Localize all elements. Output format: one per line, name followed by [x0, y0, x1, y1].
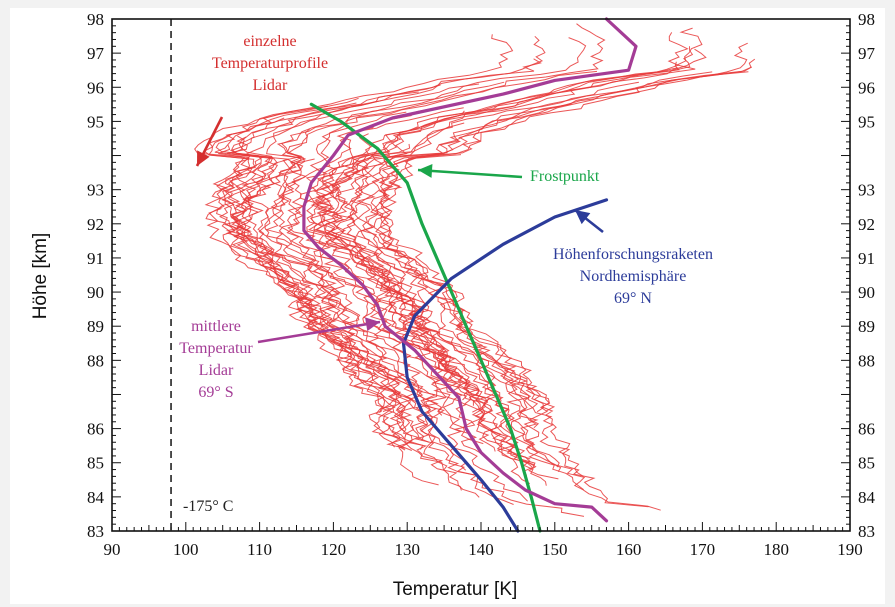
x-tick-label: 180	[763, 540, 789, 559]
y-tick-label-left: 90	[87, 283, 104, 302]
annotation-reference-temp: -175° C	[183, 498, 233, 515]
x-tick-label: 120	[321, 540, 347, 559]
rockets-arrow-head	[575, 210, 591, 225]
x-tick-label: 90	[104, 540, 121, 559]
y-tick-label-left: 83	[87, 522, 104, 541]
single-profile-line	[325, 67, 678, 466]
single-profile-line	[374, 66, 753, 477]
series-group	[170, 17, 638, 533]
single-profile-line	[307, 171, 486, 406]
annotation-profiles-line3: Lidar	[253, 77, 288, 94]
x-tick-label: 130	[394, 540, 420, 559]
y-tick-label-right: 89	[858, 317, 875, 336]
x-tick-label: 170	[690, 540, 716, 559]
single-profile-line	[355, 71, 713, 491]
single-profile-line	[329, 46, 694, 403]
frostpunkt-arrow-head	[418, 163, 433, 178]
single-profile-line	[246, 23, 606, 455]
single-profile-line	[233, 35, 546, 471]
y-tick-label-right: 83	[858, 522, 875, 541]
single-profile-line	[314, 32, 689, 480]
y-tick-label-right: 88	[858, 351, 875, 370]
single-profile-line	[280, 158, 468, 471]
series-line-rockets	[401, 198, 609, 533]
annotation-mean-line1: mittlere	[191, 318, 241, 335]
annotation-mean-line3: Lidar	[199, 362, 234, 379]
y-tick-label-left: 97	[87, 44, 105, 63]
y-tick-label-right: 84	[858, 488, 876, 507]
y-tick-label-right: 97	[858, 44, 876, 63]
annotation-frostpunkt: Frostpunkt	[530, 168, 600, 185]
y-tick-label-left: 86	[87, 420, 104, 439]
annotation-profiles-line2: Temperaturprofile	[212, 55, 328, 72]
y-tick-label-right: 85	[858, 454, 875, 473]
y-tick-label-left: 89	[87, 317, 104, 336]
frostpunkt-arrow-shaft	[417, 168, 523, 179]
y-tick-label-right: 93	[858, 181, 875, 200]
y-tick-label-right: 86	[858, 420, 875, 439]
single-profile-line	[222, 162, 424, 450]
mean-arrow-head	[365, 317, 380, 332]
y-axis-title: Höhe [km]	[30, 233, 51, 320]
single-profiles-group	[194, 23, 756, 517]
y-tick-label-left: 85	[87, 454, 104, 473]
single-profile-line	[226, 136, 480, 498]
annotation-rockets-line2: Nordhemisphäre	[580, 268, 687, 285]
series-line-frostpunkt	[309, 102, 542, 533]
y-tick-label-left: 98	[87, 10, 104, 29]
annotation-mean-line4: 69° S	[198, 384, 233, 401]
single-profile-line	[373, 71, 749, 413]
y-tick-label-left: 92	[87, 215, 104, 234]
single-profile-line	[330, 153, 483, 413]
profiles-arrow-head	[197, 150, 210, 166]
single-profile-line	[265, 81, 585, 517]
annotation-mean-line2: Temperatur	[179, 340, 253, 357]
x-tick-label: 190	[837, 540, 863, 559]
y-tick-label-right: 96	[858, 78, 875, 97]
y-tick-label-right: 90	[858, 283, 875, 302]
x-tick-label: 150	[542, 540, 568, 559]
annotation-profiles-line1: einzelne	[243, 33, 296, 50]
x-tick-label: 160	[616, 540, 642, 559]
y-tick-label-left: 91	[87, 249, 104, 268]
x-tick-label: 110	[247, 540, 272, 559]
y-tick-label-right: 95	[858, 112, 875, 131]
y-tick-label-left: 95	[87, 112, 104, 131]
single-profile-line	[257, 159, 431, 443]
y-tick-label-left: 84	[87, 488, 105, 507]
mean-arrow-shaft	[257, 320, 381, 344]
single-profile-line	[378, 58, 756, 429]
y-tick-label-left: 88	[87, 351, 104, 370]
single-profile-line	[315, 61, 680, 476]
x-tick-label: 140	[468, 540, 494, 559]
figure-panel	[10, 8, 885, 604]
y-tick-label-right: 92	[858, 215, 875, 234]
series-line-mean-lidar	[302, 17, 638, 523]
single-profile-line	[354, 103, 572, 412]
single-profile-line	[375, 42, 748, 511]
annotation-arrows-group	[195, 116, 604, 344]
single-profile-line	[370, 154, 649, 508]
annotation-rockets-line1: Höhenforschungsraketen	[553, 246, 713, 263]
y-tick-label-left: 96	[87, 78, 104, 97]
x-axis-title: Temperatur [K]	[393, 579, 518, 600]
y-tick-label-left: 93	[87, 181, 104, 200]
y-tick-label-right: 98	[858, 10, 875, 29]
x-tick-label: 100	[173, 540, 199, 559]
y-tick-label-right: 91	[858, 249, 875, 268]
single-profile-line	[272, 37, 587, 505]
annotation-rockets-line3: 69° N	[614, 290, 652, 307]
